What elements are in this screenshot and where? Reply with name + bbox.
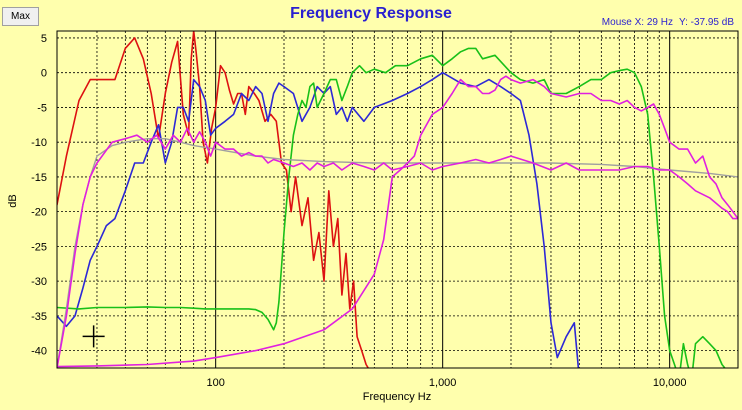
y-tick-label: -30 bbox=[31, 276, 47, 288]
y-tick-label: -35 bbox=[31, 311, 47, 323]
y-axis-label: dB bbox=[7, 194, 19, 207]
plot-frame bbox=[56, 30, 739, 369]
y-tick-label: 5 bbox=[41, 33, 47, 45]
crosshair-cursor bbox=[82, 325, 105, 348]
x-axis-label: Frequency Hz bbox=[363, 391, 431, 403]
y-tick-label: -25 bbox=[31, 241, 47, 253]
series-line-6 bbox=[57, 75, 738, 368]
y-tick-label: 0 bbox=[41, 68, 47, 80]
y-tick-label: -20 bbox=[31, 207, 47, 219]
y-tick-label: -5 bbox=[37, 102, 47, 114]
tick-labels: 5 0 -5 -10 -15 -20 -25 -30 -35 -40 100 1,000 10,000 bbox=[31, 33, 686, 389]
series-line-2 bbox=[57, 71, 580, 368]
x-tick-label: 1,000 bbox=[429, 377, 457, 389]
series-group bbox=[57, 31, 738, 368]
series-line-1 bbox=[57, 31, 370, 368]
y-tick-label: -40 bbox=[31, 346, 47, 358]
chart-title: Frequency Response bbox=[290, 5, 452, 22]
series-line-3 bbox=[57, 47, 726, 368]
x-tick-label: 10,000 bbox=[653, 377, 687, 389]
mouse-y-readout: Y: -37.95 dB bbox=[678, 17, 734, 28]
y-tick-label: -10 bbox=[31, 137, 47, 149]
x-tick-label: 100 bbox=[206, 377, 224, 389]
mouse-x-readout: Mouse X: 29 Hz bbox=[601, 17, 673, 28]
grid bbox=[56, 31, 739, 368]
plot-border bbox=[56, 30, 739, 369]
series-line-5 bbox=[57, 127, 738, 368]
y-tick-label: -15 bbox=[31, 172, 47, 184]
mouse-readout: Mouse X: 29 Hz Y: -37.95 dB bbox=[596, 17, 734, 28]
max-button[interactable]: Max bbox=[2, 7, 39, 26]
